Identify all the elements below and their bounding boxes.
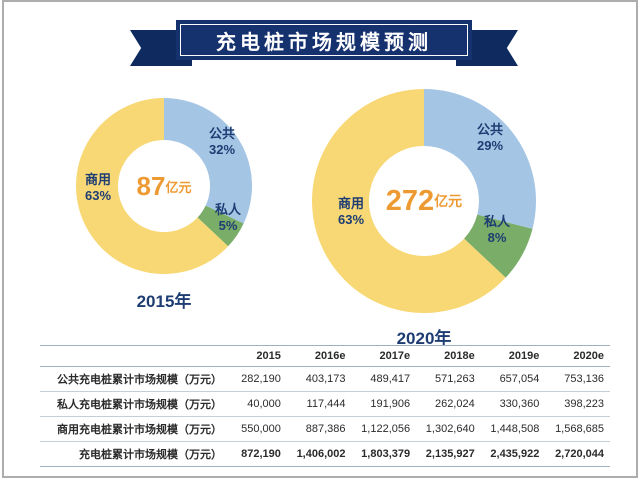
ribbon-body: 充电桩市场规模预测 <box>176 20 472 60</box>
col-header: 2017e <box>379 350 411 362</box>
cell: 330,360 <box>499 398 540 410</box>
table-row: 商用充电桩累计市场规模（万元） 550,000 887,386 1,122,056 1,… <box>40 417 610 442</box>
donut-slice-private <box>197 205 244 247</box>
donut-slice-commercial <box>312 89 506 313</box>
cell: 1,406,002 <box>296 448 346 460</box>
cell: 489,417 <box>370 373 411 385</box>
cell: 282,190 <box>241 373 281 385</box>
table-row: 私人充电桩累计市场规模（万元） 40,000 117,444 191,906 262,0… <box>40 392 610 417</box>
cell: 1,122,056 <box>361 423 411 435</box>
center-number: 87 <box>136 170 166 201</box>
cell: 1,803,379 <box>361 448 411 460</box>
donut-chart-2015: 87 亿元 公共 32% 私人 5% 商用 63% 2015年 <box>62 84 266 324</box>
donut-slice-commercial <box>76 98 229 274</box>
donut-slice-public <box>164 98 253 224</box>
cell: 1,568,685 <box>555 423 604 435</box>
cell: 657,054 <box>499 373 540 385</box>
forecast-table-wrap: 2015 2016e 2017e 2018e 2019e 2020e 公共充电桩累计市场规模… <box>40 345 610 467</box>
col-header-empty <box>40 346 232 367</box>
col-header: 2016e <box>314 350 346 362</box>
cell: 550,000 <box>241 423 281 435</box>
title-banner: 充电桩市场规模预测 <box>4 2 636 72</box>
cell: 2,135,927 <box>425 448 475 460</box>
slice-label-commercial: 商用 63% <box>84 172 112 203</box>
row-label: 商用充电桩累计市场规模（万元） <box>57 424 222 436</box>
col-header: 2018e <box>444 350 475 362</box>
row-label: 公共充电桩累计市场规模（万元） <box>57 374 222 386</box>
chart-title-2020: 2020年 <box>396 329 452 348</box>
slice-label-commercial: 商用 63% <box>337 196 365 227</box>
col-header: 2019e <box>508 350 540 362</box>
cell: 753,136 <box>564 373 604 385</box>
cell: 40,000 <box>247 398 281 410</box>
row-label: 充电桩累计市场规模（万元） <box>79 449 222 461</box>
slice-label-public: 公共 32% <box>208 126 236 157</box>
cell: 117,444 <box>306 398 346 410</box>
cell: 2,720,044 <box>555 448 604 460</box>
cell: 887,386 <box>305 423 346 435</box>
center-unit: 亿元 <box>434 193 463 209</box>
forecast-table: 2015 2016e 2017e 2018e 2019e 2020e 公共充电桩累计市场规模… <box>40 345 610 467</box>
donut-chart-2020: 272 亿元 公共 29% 私人 8% 商用 63% 2020年 <box>307 84 541 350</box>
center-unit: 亿元 <box>165 179 192 195</box>
slice-label-private: 私人 8% <box>483 214 510 245</box>
cell: 191,906 <box>370 398 411 410</box>
table-row: 充电桩累计市场规模（万元） 872,190 1,406,002 1,803,379 2,… <box>40 442 610 467</box>
donut-slice-private <box>464 214 533 278</box>
row-label: 私人充电桩累计市场规模（万元） <box>57 399 222 411</box>
col-header: 2020e <box>573 350 604 362</box>
table-row: 公共充电桩累计市场规模（万元） 282,190 403,173 489,417 571,… <box>40 367 610 392</box>
cell: 403,173 <box>305 373 346 385</box>
cell: 872,190 <box>241 448 281 460</box>
cell: 1,448,508 <box>490 423 540 435</box>
slice-label-public: 公共 29% <box>476 122 504 153</box>
donut-svg-2015 <box>76 98 253 274</box>
donut-svg-2020 <box>312 89 536 313</box>
center-number: 272 <box>385 184 435 217</box>
center-value-2015: 87 亿元 <box>62 84 266 288</box>
cell: 398,223 <box>564 398 604 410</box>
col-header: 2015 <box>256 350 281 362</box>
cell: 1,302,640 <box>425 423 475 435</box>
slice-label-private: 私人 5% <box>214 202 241 233</box>
chart-title-2015: 2015年 <box>136 292 192 311</box>
page-title: 充电桩市场规模预测 <box>216 31 432 54</box>
donut-slice-public <box>424 89 536 229</box>
ribbon-inner-border: 充电桩市场规模预测 <box>180 24 468 56</box>
center-value-2020: 272 亿元 <box>307 84 541 318</box>
cell: 2,435,922 <box>490 448 540 460</box>
cell: 571,263 <box>434 373 475 385</box>
cell: 262,024 <box>434 398 475 410</box>
